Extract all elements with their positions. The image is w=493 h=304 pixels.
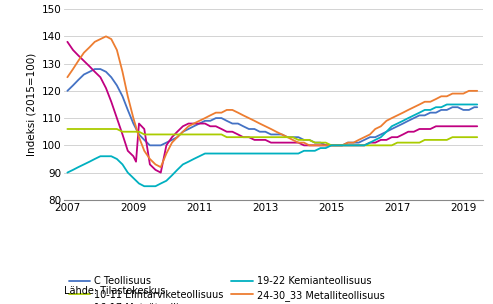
Line: 10-11 Elintarviketeollisuus: 10-11 Elintarviketeollisuus xyxy=(68,129,477,145)
19-22 Kemianteollisuus xyxy=(345,143,351,147)
Line: 19-22 Kemianteollisuus: 19-22 Kemianteollisuus xyxy=(68,105,477,186)
24-30_33 Metalliteollisuus xyxy=(405,108,411,112)
10-11 Elintarviketeollisuus xyxy=(328,143,334,147)
Line: 24-30_33 Metalliteollisuus: 24-30_33 Metalliteollisuus xyxy=(68,36,477,167)
10-11 Elintarviketeollisuus xyxy=(65,127,70,131)
C Teollisuus xyxy=(405,119,411,123)
C Teollisuus xyxy=(108,75,114,79)
19-22 Kemianteollisuus xyxy=(65,171,70,174)
Line: C Teollisuus: C Teollisuus xyxy=(68,69,477,145)
10-11 Elintarviketeollisuus xyxy=(103,127,109,131)
10-11 Elintarviketeollisuus xyxy=(207,133,213,136)
Line: 16-17 Metsäteollisuus: 16-17 Metsäteollisuus xyxy=(68,42,477,173)
19-22 Kemianteollisuus xyxy=(103,154,109,158)
10-11 Elintarviketeollisuus xyxy=(345,143,351,147)
C Teollisuus xyxy=(65,89,70,93)
C Teollisuus xyxy=(218,116,224,120)
Legend: C Teollisuus, 10-11 Elintarviketeollisuus, 16-17 Metsäteollisuus, 19-22 Kemiante: C Teollisuus, 10-11 Elintarviketeollisuu… xyxy=(69,276,385,304)
16-17 Metsäteollisuus xyxy=(103,86,109,90)
24-30_33 Metalliteollisuus xyxy=(65,75,70,79)
19-22 Kemianteollisuus xyxy=(141,185,147,188)
19-22 Kemianteollisuus xyxy=(400,119,406,123)
24-30_33 Metalliteollisuus xyxy=(339,143,345,147)
19-22 Kemianteollisuus xyxy=(213,152,219,155)
19-22 Kemianteollisuus xyxy=(284,152,290,155)
16-17 Metsäteollisuus xyxy=(65,40,70,44)
19-22 Kemianteollisuus xyxy=(474,103,480,106)
C Teollisuus xyxy=(290,135,296,139)
16-17 Metsäteollisuus xyxy=(158,171,164,174)
24-30_33 Metalliteollisuus xyxy=(351,141,356,144)
10-11 Elintarviketeollisuus xyxy=(279,135,285,139)
C Teollisuus xyxy=(474,105,480,109)
24-30_33 Metalliteollisuus xyxy=(108,37,114,41)
C Teollisuus xyxy=(92,67,98,71)
C Teollisuus xyxy=(147,143,153,147)
10-11 Elintarviketeollisuus xyxy=(334,143,340,147)
16-17 Metsäteollisuus xyxy=(202,122,208,125)
16-17 Metsäteollisuus xyxy=(389,135,395,139)
16-17 Metsäteollisuus xyxy=(474,124,480,128)
24-30_33 Metalliteollisuus xyxy=(103,35,109,38)
10-11 Elintarviketeollisuus xyxy=(400,141,406,144)
16-17 Metsäteollisuus xyxy=(334,143,340,147)
24-30_33 Metalliteollisuus xyxy=(474,89,480,93)
10-11 Elintarviketeollisuus xyxy=(474,135,480,139)
19-22 Kemianteollisuus xyxy=(334,143,340,147)
Y-axis label: Indeksi (2015=100): Indeksi (2015=100) xyxy=(26,53,36,156)
Text: Lähde: Tilastokeskus: Lähde: Tilastokeskus xyxy=(64,286,166,296)
24-30_33 Metalliteollisuus xyxy=(290,138,296,142)
C Teollisuus xyxy=(339,143,345,147)
C Teollisuus xyxy=(351,141,356,144)
19-22 Kemianteollisuus xyxy=(444,103,450,106)
24-30_33 Metalliteollisuus xyxy=(218,111,224,115)
16-17 Metsäteollisuus xyxy=(323,143,329,147)
24-30_33 Metalliteollisuus xyxy=(158,165,164,169)
16-17 Metsäteollisuus xyxy=(273,141,279,144)
